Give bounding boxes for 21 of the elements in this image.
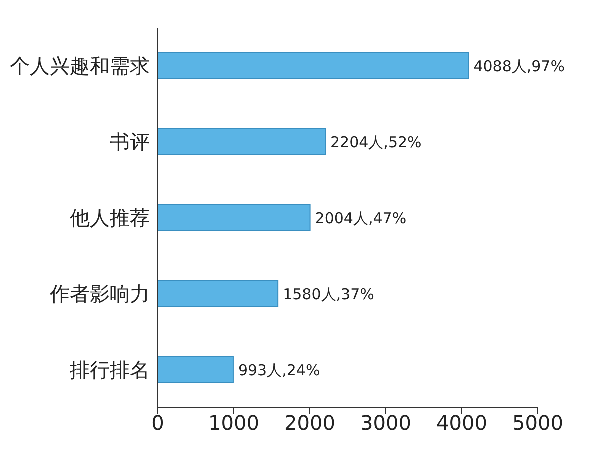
bar <box>158 52 470 80</box>
data-label: 2004人,47% <box>315 209 407 228</box>
y-tick-label: 书评 <box>110 130 150 154</box>
data-label: 993人,24% <box>238 361 320 380</box>
data-label: 2204人,52% <box>330 133 422 152</box>
x-tick-label: 1000 <box>208 411 260 436</box>
x-tick-label: 3000 <box>360 411 412 436</box>
data-label: 4088人,97% <box>474 57 565 76</box>
y-tick-label: 作者影响力 <box>49 282 150 306</box>
y-tick-label: 排行排名 <box>70 358 150 382</box>
bar <box>158 280 279 308</box>
y-tick-label: 个人兴趣和需求 <box>10 54 150 78</box>
x-tick-label: 5000 <box>512 411 564 436</box>
bar <box>158 204 311 232</box>
x-tick-label: 4000 <box>436 411 488 436</box>
bar <box>158 356 234 384</box>
x-tick-label: 0 <box>152 411 164 436</box>
y-tick-label: 他人推荐 <box>70 206 150 230</box>
bar <box>158 128 326 156</box>
x-tick-label: 2000 <box>284 411 336 436</box>
data-label: 1580人,37% <box>283 285 374 304</box>
